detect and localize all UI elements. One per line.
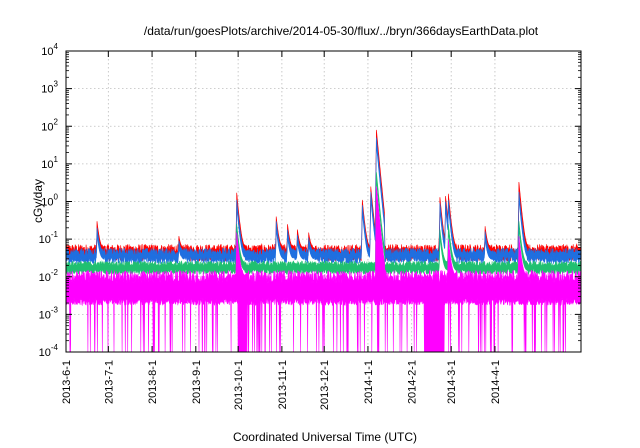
x-tick-label: 2013-8-1 xyxy=(147,360,159,404)
y-tick-label: 101 xyxy=(41,155,58,171)
plot-area xyxy=(66,129,581,352)
x-tick-label: 2013-12-1 xyxy=(319,360,331,410)
x-tick-label: 2013-10-1 xyxy=(233,360,245,410)
x-tick-label: 2013-6-1 xyxy=(61,360,73,404)
x-tick-label: 2014-4-1 xyxy=(490,360,502,404)
series-0 xyxy=(66,129,581,263)
series-3 xyxy=(66,186,581,352)
y-tick-label: 100 xyxy=(41,193,58,209)
y-tick-label: 10-4 xyxy=(39,343,59,359)
x-tick-label: 2013-7-1 xyxy=(103,360,115,404)
chart-title: /data/run/goesPlots/archive/2014-05-30/f… xyxy=(144,24,539,38)
x-tick-label: 2013-11-1 xyxy=(277,360,289,409)
x-tick-label: 2014-3-1 xyxy=(446,360,458,404)
series-1-area xyxy=(66,137,581,265)
y-tick-label: 10-3 xyxy=(39,305,59,321)
y-tick-label: 10-1 xyxy=(39,230,59,246)
x-tick-label: 2014-2-1 xyxy=(407,360,419,404)
y-tick-label: 102 xyxy=(41,117,58,133)
x-axis: 2013-6-1 2013-7-1 2013-8-1 2013-9-1 2013-10-… xyxy=(61,51,502,410)
y-tick-label: 104 xyxy=(41,42,58,58)
series-1 xyxy=(66,137,581,265)
y-tick-label: 10-2 xyxy=(39,268,59,284)
y-axis: 10-4 10-3 10-2 10-1 100 101 102 103 104 xyxy=(39,42,581,359)
y-axis-label: cGy/day xyxy=(31,179,45,223)
x-axis-label: Coordinated Universal Time (UTC) xyxy=(233,430,417,444)
series-3-area xyxy=(66,186,581,352)
series-0-area xyxy=(66,129,581,263)
y-tick-label: 103 xyxy=(41,80,58,96)
x-tick-label: 2014-1-1 xyxy=(363,360,375,404)
x-tick-label: 2013-9-1 xyxy=(191,360,203,404)
